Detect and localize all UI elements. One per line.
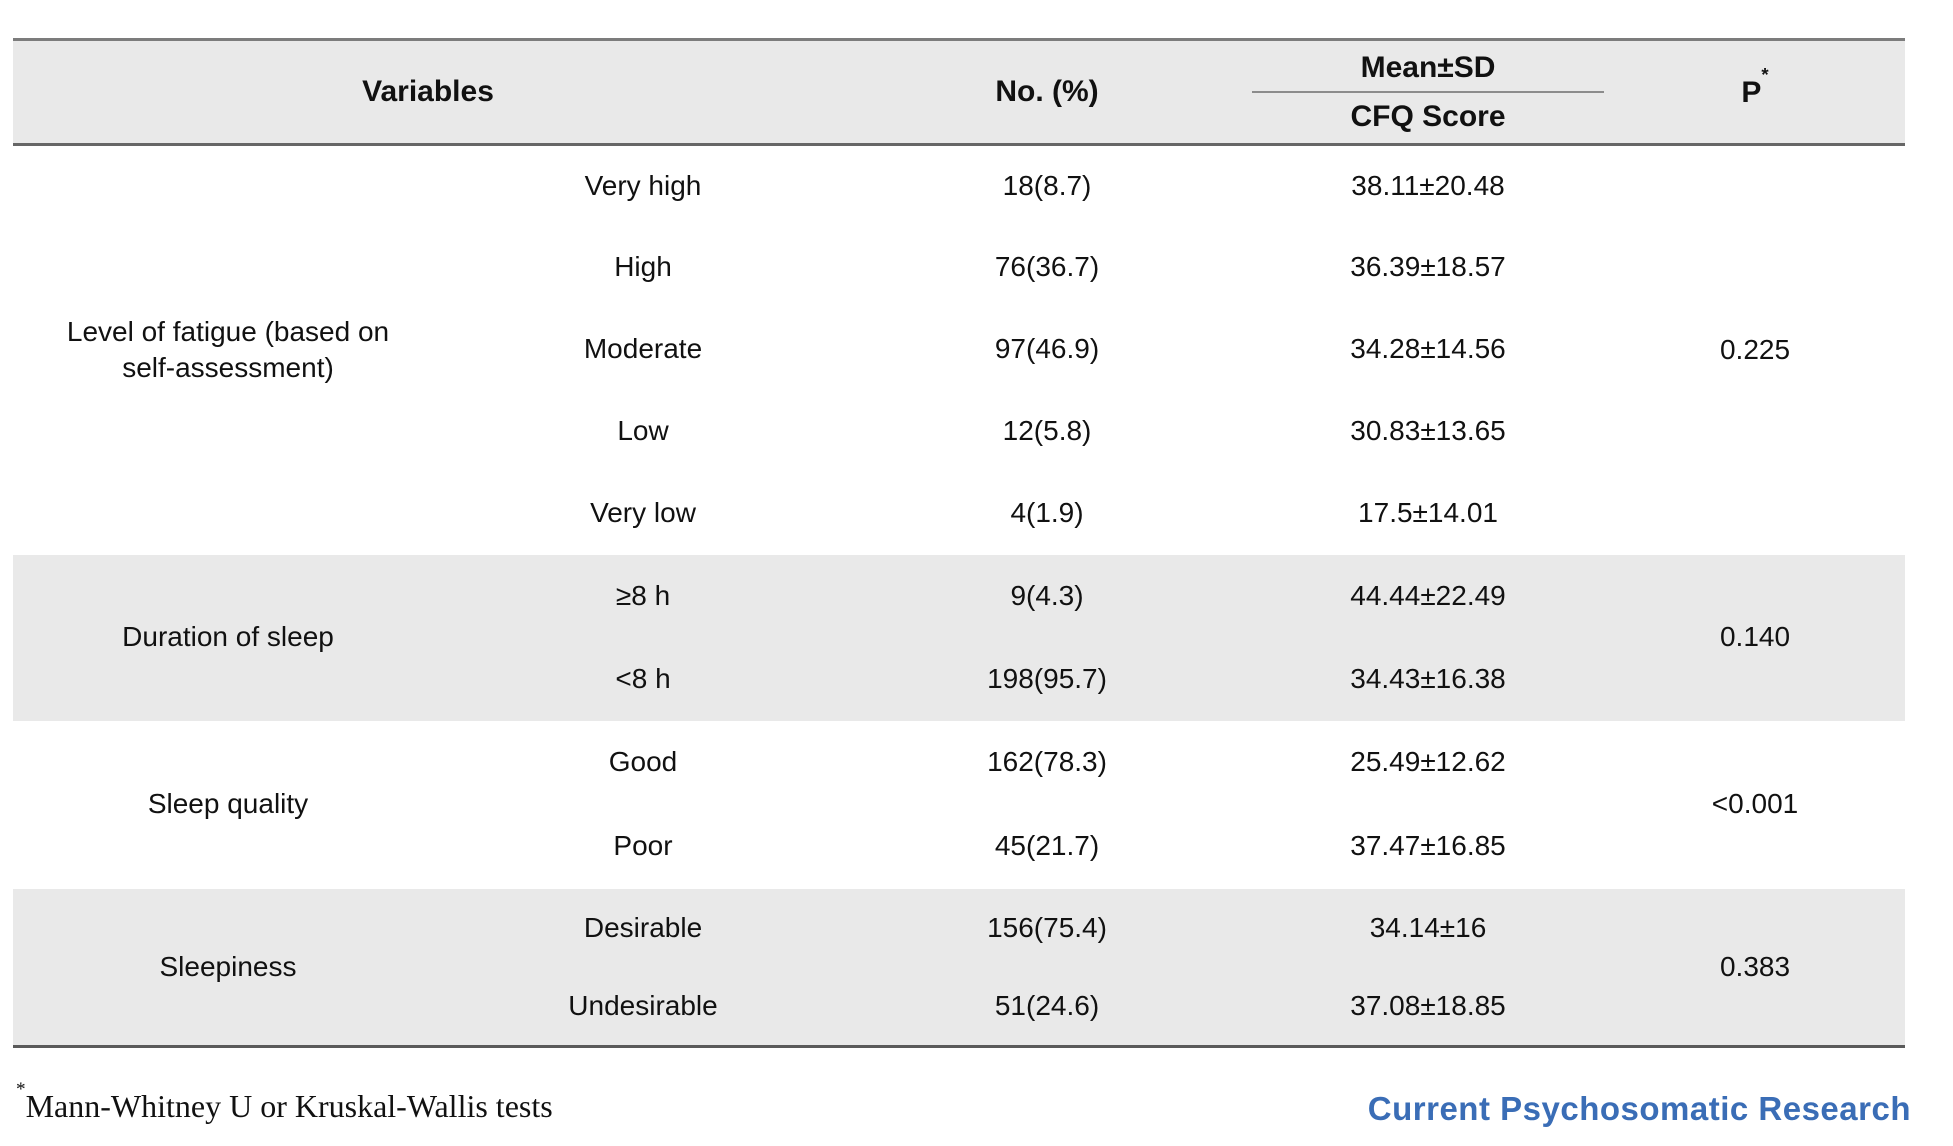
row-n: 162(78.3) (987, 746, 1107, 778)
row-n: 76(36.7) (994, 251, 1100, 283)
header-mean-sd: Mean±SD CFQ Score (1251, 39, 1606, 146)
table-row: Poor 45(21.7) 37.47±16.85 (13, 805, 1905, 889)
row-n: 9(4.3) (1010, 579, 1084, 611)
group-label-fatigue: Level of fatigue (based on self-assessme… (66, 315, 390, 384)
row-n: 198(95.7) (987, 662, 1107, 694)
row-n: 4(1.9) (1010, 497, 1084, 529)
table-row: Sleep quality Good 162(78.3) 25.49±12.62… (13, 721, 1905, 819)
row-mean: 34.43±16.38 (1350, 662, 1506, 694)
table-row: Very low 4(1.9) 17.5±14.01 (13, 473, 1905, 555)
row-label: Poor (613, 830, 673, 862)
row-n: 51(24.6) (994, 990, 1100, 1022)
table-row: Level of fatigue (based on self-assessme… (13, 145, 1905, 383)
p-value-fatigue: 0.225 (1719, 334, 1791, 366)
header-cfq-score-label: CFQ Score (1350, 100, 1506, 133)
row-label: Very high (584, 170, 702, 202)
table-row: Moderate 97(46.9) 34.28±14.56 (13, 309, 1905, 391)
header-p: P* (1605, 39, 1906, 146)
row-mean: 30.83±13.65 (1350, 415, 1506, 447)
row-mean: 17.5±14.01 (1358, 497, 1498, 529)
row-n: 45(21.7) (994, 830, 1100, 862)
row-label: Low (617, 415, 669, 447)
row-label: Moderate (583, 333, 703, 365)
row-n: 18(8.7) (1002, 170, 1092, 202)
table-row: <8 h 198(95.7) 34.43±16.38 (13, 638, 1905, 721)
row-label: Undesirable (568, 990, 718, 1022)
mean-sd-divider (1252, 91, 1605, 93)
footnote-asterisk: * (16, 1078, 26, 1100)
header-no-pct: No. (%) (843, 39, 1252, 146)
row-n: 97(46.9) (994, 333, 1100, 365)
group-label-sleep-quality: Sleep quality (147, 788, 309, 820)
header-variables: Variables (13, 39, 844, 146)
footnote: *Mann-Whitney U or Kruskal-Wallis tests (16, 1079, 553, 1125)
p-value-sleep-quality: <0.001 (1711, 788, 1799, 820)
row-mean: 25.49±12.62 (1350, 746, 1506, 778)
header-p-asterisk: * (1761, 63, 1769, 85)
p-value-sleepiness: 0.383 (1719, 950, 1791, 982)
header-mean-sd-label: Mean±SD (1360, 51, 1496, 84)
journal-logo: Current Psychosomatic Research (1367, 1090, 1911, 1127)
table-header: Variables No. (%) Mean±SD CFQ Score P* (13, 39, 1906, 146)
table-row: High 76(36.7) 36.39±18.57 (13, 227, 1905, 309)
group-label-sleep-duration: Duration of sleep (122, 621, 334, 653)
p-value-sleep-duration: 0.140 (1719, 621, 1791, 653)
row-mean: 38.11±20.48 (1351, 170, 1505, 202)
row-label: ≥8 h (615, 579, 671, 611)
footnote-text: Mann-Whitney U or Kruskal-Wallis tests (25, 1088, 553, 1124)
section-sleepiness: Sleepiness Desirable 156(75.4) 34.14±16 … (13, 888, 1906, 1047)
row-mean: 37.08±18.85 (1350, 990, 1506, 1022)
row-mean: 34.28±14.56 (1350, 333, 1506, 365)
table-row: Undesirable 51(24.6) 37.08±18.85 (13, 968, 1905, 1047)
row-mean: 36.39±18.57 (1350, 251, 1506, 283)
group-label-sleepiness: Sleepiness (159, 950, 297, 982)
row-label: Very low (590, 497, 696, 529)
header-p-label: P (1741, 76, 1762, 109)
table-row: Low 12(5.8) 30.83±13.65 (13, 391, 1905, 473)
table-row: Duration of sleep ≥8 h 9(4.3) 44.44±22.4… (13, 555, 1905, 653)
header-row: Variables No. (%) Mean±SD CFQ Score P* (13, 39, 1906, 146)
row-n: 156(75.4) (987, 911, 1107, 943)
section-sleep-quality: Sleep quality Good 162(78.3) 25.49±12.62… (13, 720, 1906, 889)
row-n: 12(5.8) (1002, 415, 1092, 447)
row-label: <8 h (615, 662, 671, 694)
section-sleep-duration: Duration of sleep ≥8 h 9(4.3) 44.44±22.4… (13, 554, 1906, 721)
row-label: Good (608, 746, 678, 778)
row-label: Desirable (583, 911, 703, 943)
table-row: Sleepiness Desirable 156(75.4) 34.14±16 … (13, 889, 1905, 982)
row-label: High (614, 251, 672, 283)
row-mean: 44.44±22.49 (1350, 579, 1506, 611)
row-mean: 34.14±16 (1369, 911, 1487, 943)
section-fatigue: Level of fatigue (based on self-assessme… (13, 144, 1906, 555)
results-table: Variables No. (%) Mean±SD CFQ Score P* L… (13, 38, 1906, 1048)
row-mean: 37.47±16.85 (1350, 830, 1506, 862)
